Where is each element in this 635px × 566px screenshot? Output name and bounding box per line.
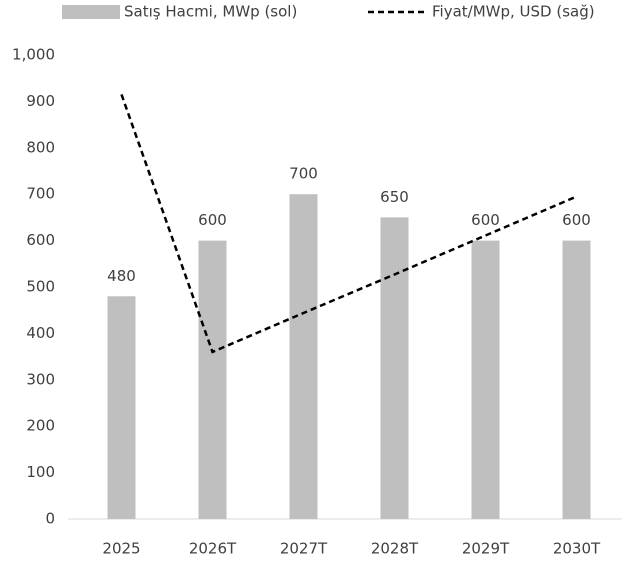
x-tick-label: 2029T [462, 540, 510, 558]
data-label: 600 [198, 211, 227, 229]
x-tick-label: 2030T [553, 540, 601, 558]
bar [471, 240, 500, 519]
y-tick-label: 700 [26, 185, 55, 203]
y-tick-label: 200 [26, 417, 55, 435]
x-tick-label: 2026T [189, 540, 237, 558]
bar [289, 194, 318, 519]
bar [380, 217, 409, 519]
y-tick-label: 300 [26, 370, 55, 388]
data-label: 650 [380, 188, 409, 206]
y-tick-label: 500 [26, 278, 55, 296]
x-tick-label: 2027T [280, 540, 328, 558]
bar [198, 240, 227, 519]
y-tick-label: 0 [45, 510, 55, 528]
legend-swatch [62, 5, 120, 19]
bar [107, 296, 136, 519]
data-label: 600 [562, 211, 591, 229]
line [120, 94, 577, 354]
x-tick-label: 2028T [371, 540, 419, 558]
x-tick-label: 2025 [102, 540, 140, 558]
data-label: 700 [289, 165, 318, 183]
y-tick-label: 600 [26, 231, 55, 249]
y-tick-label: 100 [26, 463, 55, 481]
y-tick-label: 800 [26, 138, 55, 156]
y-tick-label: 900 [26, 92, 55, 110]
y-tick-label: 1,000 [12, 46, 55, 64]
data-label: 480 [107, 267, 136, 285]
y-tick-label: 400 [26, 324, 55, 342]
legend-label: Satış Hacmi, MWp (sol) [124, 3, 297, 21]
bar [562, 240, 591, 519]
legend-label: Fiyat/MWp, USD (sağ) [432, 3, 595, 21]
data-label: 600 [471, 211, 500, 229]
